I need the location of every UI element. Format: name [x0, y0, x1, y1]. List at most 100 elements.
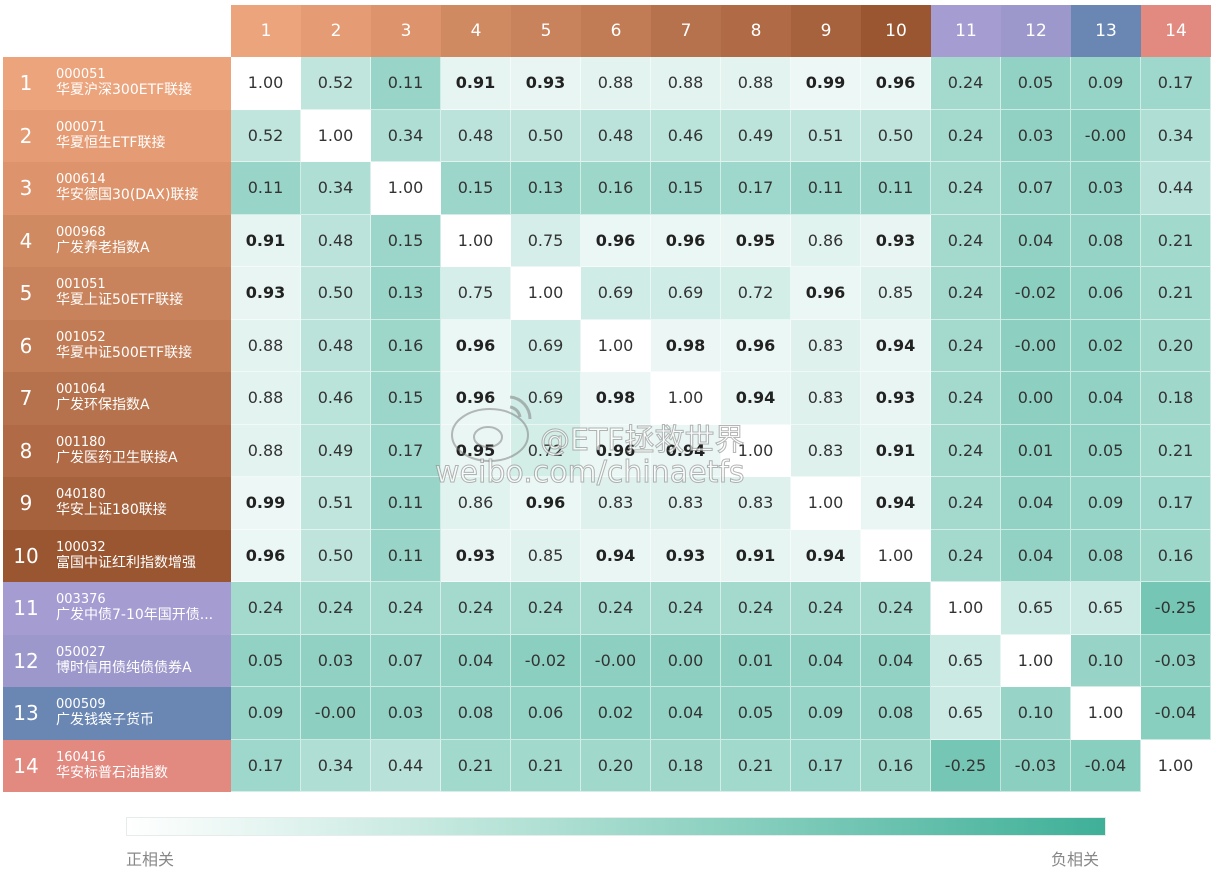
legend-label-positive: 正相关: [126, 850, 175, 869]
row-number: 13: [13, 701, 39, 726]
row-header-12: 12 050027 博时信用债纯债债券A: [3, 634, 231, 687]
heatmap-cell: 0.17: [721, 162, 791, 215]
column-header-9: 9: [791, 5, 861, 57]
heatmap-cell: 0.86: [791, 214, 861, 267]
heatmap-cell: 0.01: [721, 634, 791, 687]
heatmap-cell: 0.88: [721, 57, 791, 110]
heatmap-cell: 0.04: [861, 634, 931, 687]
fund-name: 华安德国30(DAX)联接: [56, 187, 199, 203]
column-header-6: 6: [581, 5, 651, 57]
row-number: 11: [13, 596, 39, 621]
fund-code: 000968: [56, 224, 106, 240]
row-header-9: 9 040180 华安上证180联接: [3, 477, 231, 530]
heatmap-cell: 0.03: [1001, 109, 1071, 162]
heatmap-cell: 0.72: [721, 267, 791, 320]
heatmap-cell: 1.00: [441, 214, 511, 267]
heatmap-cell: 0.93: [231, 267, 301, 320]
heatmap-cell: 0.48: [301, 319, 371, 372]
column-header-1: 1: [231, 5, 301, 57]
column-header-5: 5: [511, 5, 581, 57]
heatmap-cell: 0.24: [301, 582, 371, 635]
heatmap-cell: 0.34: [1141, 109, 1211, 162]
heatmap-cell: 0.18: [651, 739, 721, 792]
heatmap-cell: 0.21: [1141, 214, 1211, 267]
heatmap-cell: 0.04: [1001, 477, 1071, 530]
row-number: 12: [13, 648, 39, 673]
heatmap-cell: 1.00: [1141, 739, 1211, 792]
heatmap-cell: 0.11: [231, 162, 301, 215]
heatmap-cell: 0.34: [301, 162, 371, 215]
fund-code: 000509: [56, 697, 106, 712]
row-number: 4: [19, 228, 33, 253]
heatmap-cell: 0.99: [791, 57, 861, 110]
heatmap-cell: 0.34: [301, 739, 371, 792]
heatmap-cell: 0.95: [721, 214, 791, 267]
column-header-8: 8: [721, 5, 791, 57]
heatmap-cell: 0.96: [791, 267, 861, 320]
heatmap-cell: 0.05: [231, 634, 301, 687]
heatmap-cell: 0.75: [441, 267, 511, 320]
heatmap-cell: 0.98: [651, 319, 721, 372]
heatmap-cell: 0.08: [441, 687, 511, 740]
row-number: 8: [19, 438, 33, 463]
row-number: 14: [13, 753, 39, 778]
heatmap-cell: 0.83: [791, 372, 861, 425]
heatmap-cell: 0.94: [651, 424, 721, 477]
fund-name: 华夏中证500ETF联接: [56, 344, 193, 361]
heatmap-cell: 0.69: [581, 267, 651, 320]
column-header-4: 4: [441, 5, 511, 57]
heatmap-cell: 0.34: [371, 109, 441, 162]
heatmap-cell: 0.91: [861, 424, 931, 477]
heatmap-cell: 0.83: [581, 477, 651, 530]
heatmap-cell: 0.10: [1071, 634, 1141, 687]
heatmap-cell: 0.04: [1001, 214, 1071, 267]
row-number: 2: [19, 123, 33, 148]
heatmap-cell: 0.16: [1141, 529, 1211, 582]
heatmap-cell: 1.00: [581, 319, 651, 372]
heatmap-cell: 0.11: [371, 529, 441, 582]
heatmap-cell: -0.00: [581, 634, 651, 687]
heatmap-cell: 0.08: [1071, 529, 1141, 582]
row-header-3: 3 000614 华安德国30(DAX)联接: [3, 162, 231, 215]
heatmap-cell: 0.50: [511, 109, 581, 162]
heatmap-cell: 0.83: [651, 477, 721, 530]
fund-code: 000614: [56, 172, 106, 187]
heatmap-cell: 0.24: [231, 582, 301, 635]
heatmap-cell: 0.24: [931, 214, 1001, 267]
heatmap-cell: 0.15: [651, 162, 721, 215]
heatmap-cell: 0.93: [511, 57, 581, 110]
heatmap-cell: 0.88: [581, 57, 651, 110]
heatmap-cell: 0.15: [371, 372, 441, 425]
heatmap-cell: 0.96: [581, 424, 651, 477]
heatmap-cell: 0.24: [581, 582, 651, 635]
heatmap-cell: 0.21: [511, 739, 581, 792]
fund-code: 050027: [56, 644, 106, 660]
heatmap-cell: 0.04: [791, 634, 861, 687]
heatmap-cell: 0.93: [861, 372, 931, 425]
heatmap-cell: 0.05: [721, 687, 791, 740]
fund-code: 001051: [56, 277, 106, 292]
heatmap-cell: 1.00: [651, 372, 721, 425]
heatmap-cell: 0.07: [1001, 162, 1071, 215]
heatmap-cell: 0.24: [931, 319, 1001, 372]
heatmap-cell: 0.13: [371, 267, 441, 320]
heatmap-cell: 0.83: [721, 477, 791, 530]
heatmap-cell: 0.94: [721, 372, 791, 425]
heatmap-cell: 0.52: [231, 109, 301, 162]
heatmap-cell: 1.00: [861, 529, 931, 582]
heatmap-cell: 0.96: [441, 319, 511, 372]
heatmap-cell: 0.17: [371, 424, 441, 477]
fund-code: 000071: [56, 119, 106, 135]
heatmap-cell: 0.03: [301, 634, 371, 687]
heatmap-cell: 0.99: [231, 477, 301, 530]
heatmap-cell: 0.46: [651, 109, 721, 162]
row-header-11: 11 003376 广发中债7-10年国开债...: [3, 582, 231, 635]
heatmap-cell: 0.06: [511, 687, 581, 740]
heatmap-cell: 0.08: [861, 687, 931, 740]
heatmap-cell: 0.93: [861, 214, 931, 267]
color-scale-bar: [126, 817, 1106, 836]
heatmap-cell: 0.08: [1071, 214, 1141, 267]
heatmap-cell: 0.20: [1141, 319, 1211, 372]
heatmap-cell: 0.94: [581, 529, 651, 582]
heatmap-cell: 0.91: [721, 529, 791, 582]
